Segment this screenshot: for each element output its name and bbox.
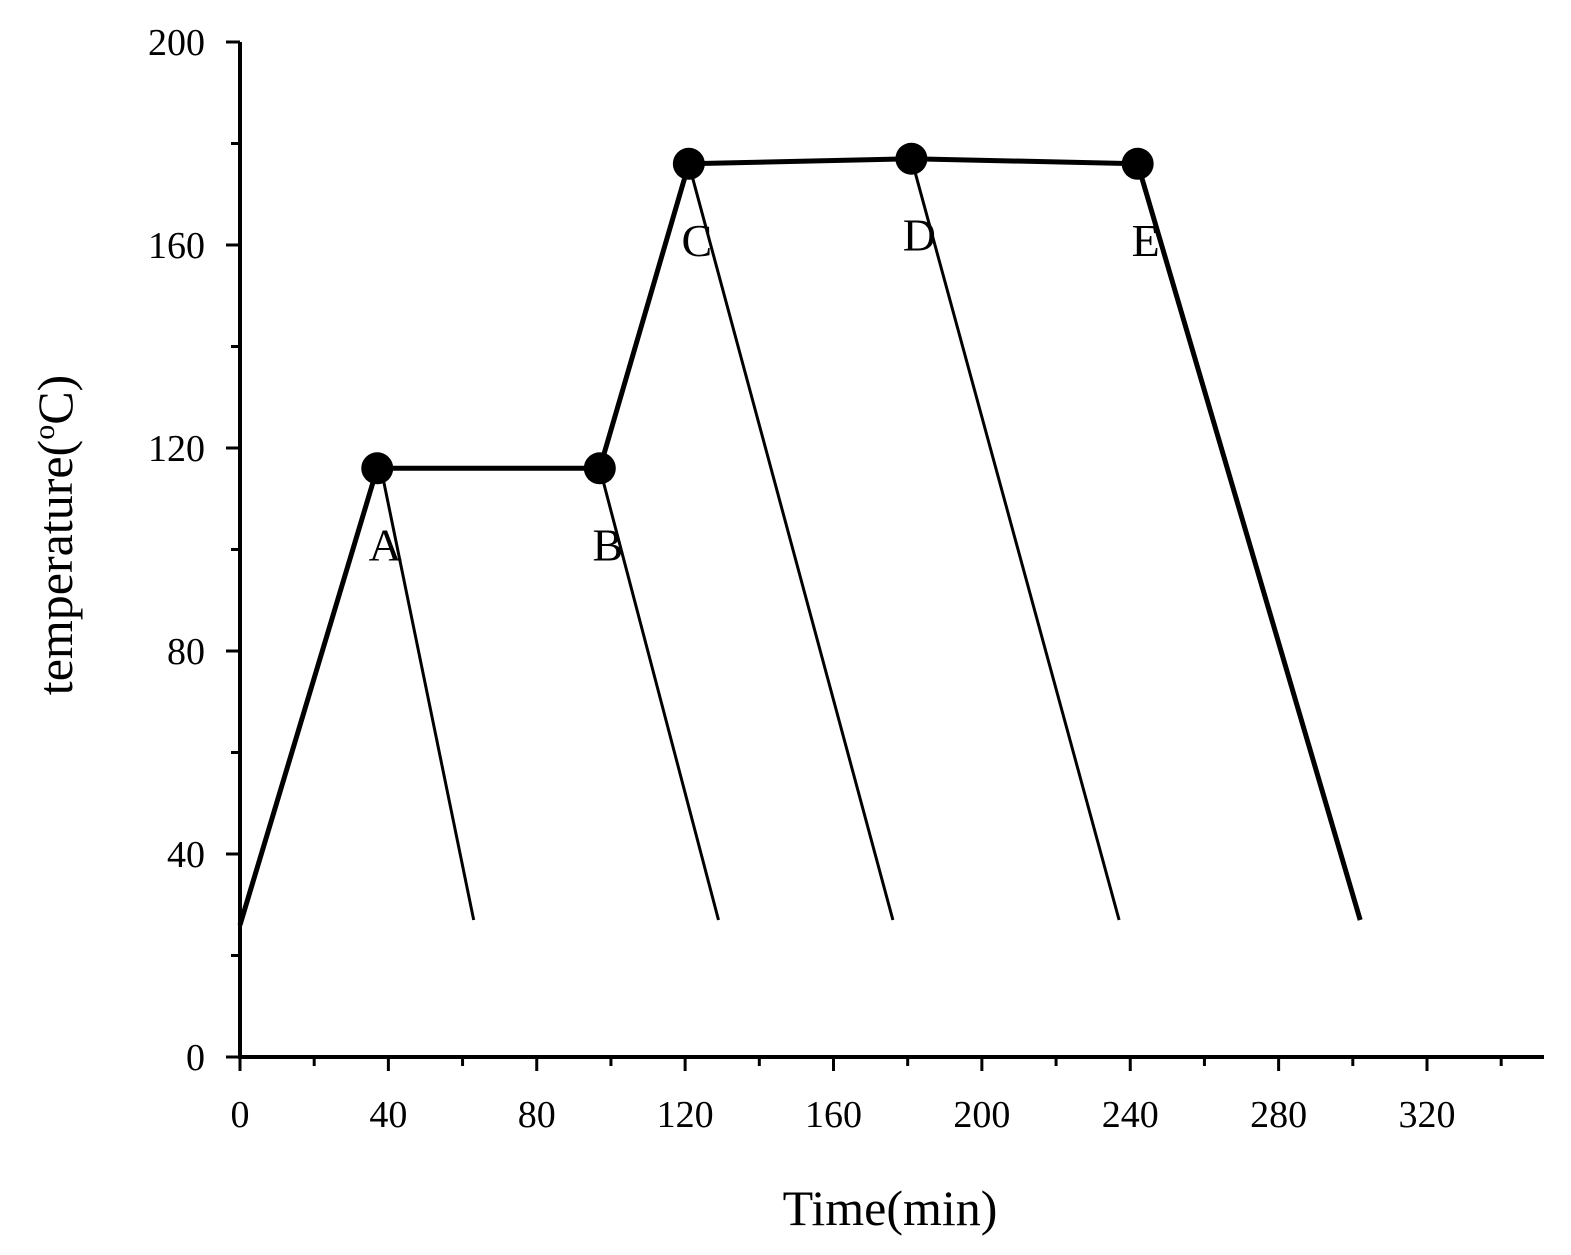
y-tick-label: 40: [167, 834, 205, 876]
cooling-line-3: [687, 163, 895, 921]
tick-labels: 0 40 80 120 160 200 240 280 320 0 40 80 120 160 200: [148, 22, 1456, 1136]
x-tick-label: 0: [231, 1094, 250, 1136]
x-tick-label: 200: [953, 1094, 1010, 1136]
main-profile-line: [237, 156, 1363, 926]
y-tick-label: 120: [148, 428, 205, 470]
y-tick-label: 160: [148, 225, 205, 267]
markers: [361, 142, 1154, 485]
x-tick-label: 80: [518, 1094, 556, 1136]
point-label-e: E: [1132, 215, 1160, 266]
ticks: [226, 40, 1503, 1071]
x-axis-title: Time(min): [783, 1180, 998, 1236]
x-tick-label: 120: [657, 1094, 714, 1136]
point-marker-a: [361, 452, 394, 485]
y-tick-label: 200: [148, 22, 205, 64]
point-label-b: B: [592, 519, 623, 570]
y-axis-title-part-2: C): [27, 375, 83, 425]
cooling-line-4: [909, 158, 1121, 921]
x-tick-label: 280: [1250, 1094, 1307, 1136]
plot-lines: [237, 156, 1363, 926]
cooling-line-1: [379, 467, 476, 921]
axes: [238, 42, 1544, 1059]
x-tick-label: 160: [805, 1094, 862, 1136]
y-axis-title-part-1: temperature(: [27, 440, 83, 695]
point-label-a: A: [369, 519, 402, 570]
point-label-d: D: [903, 210, 936, 261]
y-tick-label: 0: [186, 1037, 205, 1079]
point-marker-c: [672, 147, 705, 180]
y-axis-title-degree: o: [28, 425, 61, 440]
point-marker-b: [583, 452, 616, 485]
x-tick-label: 240: [1102, 1094, 1159, 1136]
point-marker-d: [895, 142, 928, 175]
point-marker-e: [1121, 147, 1154, 180]
y-tick-label: 80: [167, 631, 205, 673]
marker-labels: A B C D E: [369, 210, 1160, 571]
cooling-line-2: [598, 467, 720, 921]
x-tick-label: 40: [369, 1094, 407, 1136]
x-tick-label: 320: [1399, 1094, 1456, 1136]
y-axis-title: temperature(oC): [27, 375, 83, 695]
point-label-c: C: [681, 215, 712, 266]
